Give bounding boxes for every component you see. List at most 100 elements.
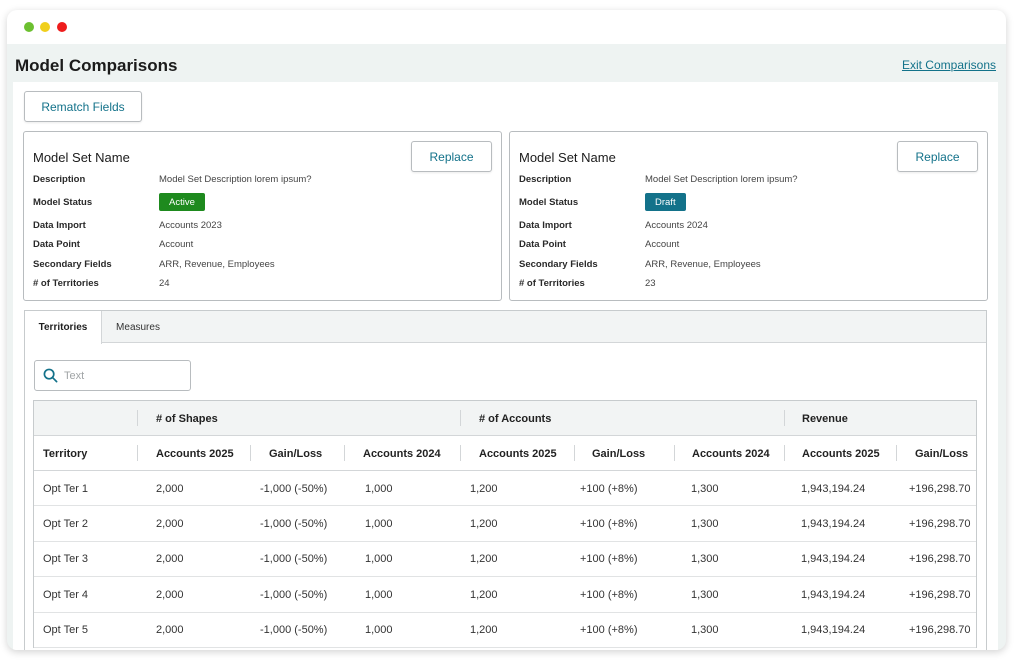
table-row[interactable]: Opt Ter 2 2,000 -1,000 (-50%) 1,000 1,200 +10… [34,506,976,542]
rematch-fields-button[interactable]: Rematch Fields [24,91,142,122]
cell-gain-loss: -1,000 (-50%) [260,517,328,530]
cell-value: 1,943,194.24 [801,517,866,530]
column-header-territory[interactable]: Territory [43,447,88,460]
table-row[interactable]: Opt Ter 4 2,000 -1,000 (-50%) 1,000 1,200 +10… [34,577,976,613]
cell-gain-loss: -1,000 (-50%) [260,482,328,495]
table-row[interactable]: Opt Ter 3 2,000 -1,000 (-50%) 1,000 1,200 +10… [34,542,976,578]
field-value: Account [159,238,194,250]
cell-value: 2,000 [156,517,184,530]
column-header[interactable]: Accounts 2024 [692,447,770,460]
field-label: Secondary Fields [33,258,112,270]
field-row-description: Description Model Set Description lorem … [519,172,798,186]
column-header[interactable]: Accounts 2025 [479,447,557,460]
field-label: Data Point [33,238,80,250]
cell-territory: Opt Ter 5 [43,624,89,637]
cell-value: 1,200 [470,553,498,566]
field-row-data-point: Data Point Account [33,237,193,251]
search-box[interactable] [34,360,191,391]
model-card-2: Model Set Name Replace Description Model… [509,131,988,301]
table-row[interactable]: Opt Ter 5 2,000 -1,000 (-50%) 1,000 1,200 +10… [34,613,976,648]
column-divider [344,445,345,461]
tab-territories[interactable]: Territories [25,311,102,344]
exit-comparisons-link[interactable]: Exit Comparisons [901,58,996,72]
column-divider [460,410,461,426]
field-label: Secondary Fields [519,258,598,270]
cell-value: 1,300 [691,624,719,637]
tab-measures[interactable]: Measures [116,321,160,333]
column-header[interactable]: Accounts 2024 [363,447,441,460]
model-name: Model Set Name [33,150,130,165]
field-value: 24 [159,277,170,289]
table-group-header: # of Shapes # of Accounts Revenue [34,401,976,436]
cell-territory: Opt Ter 3 [43,553,89,566]
field-value: Model Set Description lorem ipsum? [645,173,798,185]
cell-gain-loss: +100 (+8%) [580,553,638,566]
field-row-description: Description Model Set Description lorem … [33,172,312,186]
cell-value: 1,943,194.24 [801,553,866,566]
replace-button[interactable]: Replace [897,141,978,172]
cell-value: 1,943,194.24 [801,588,866,601]
column-header[interactable]: Gain/Loss [269,447,323,460]
cell-value: 2,000 [156,624,184,637]
close-dot-icon[interactable] [57,22,67,32]
table-column-header: Territory Accounts 2025 Gain/Loss Accoun… [34,436,976,471]
cell-territory: Opt Ter 4 [43,588,89,601]
column-divider [250,445,251,461]
field-label: Model Status [519,196,579,208]
cell-gain-loss: -1,000 (-50%) [260,624,328,637]
maximize-dot-icon[interactable] [24,22,34,32]
group-header-accounts: # of Accounts [479,412,552,425]
cell-value: 1,200 [470,624,498,637]
field-value: Accounts 2024 [645,219,708,231]
column-divider [784,445,785,461]
cell-gain-loss: +196,298.70 [909,517,971,530]
model-card-1: Model Set Name Replace Description Model… [23,131,502,301]
field-row-territories: # of Territories 23 [519,276,656,290]
cell-value: 1,943,194.24 [801,624,866,637]
field-row-data-import: Data Import Accounts 2023 [33,218,222,232]
cell-value: 1,000 [365,482,393,495]
cell-gain-loss: -1,000 (-50%) [260,553,328,566]
model-name: Model Set Name [519,150,616,165]
main-content: Rematch Fields Model Set Name Replace De… [13,82,998,650]
field-label: Description [33,173,86,185]
cell-gain-loss: +196,298.70 [909,588,971,601]
table-row[interactable]: Opt Ter 1 2,000 -1,000 (-50%) 1,000 1,200 +10… [34,471,976,507]
cell-value: 1,000 [365,517,393,530]
field-value: Model Set Description lorem ipsum? [159,173,312,185]
field-label: Description [519,173,572,185]
cell-value: 1,000 [365,588,393,601]
cell-value: 1,200 [470,482,498,495]
status-badge: Active [159,193,205,211]
field-row-secondary-fields: Secondary Fields ARR, Revenue, Employees [519,257,761,271]
replace-button[interactable]: Replace [411,141,492,172]
field-value: Account [645,238,680,250]
cell-gain-loss: -1,000 (-50%) [260,588,328,601]
search-input[interactable] [64,369,174,382]
cell-value: 2,000 [156,588,184,601]
cell-value: 1,200 [470,588,498,601]
cell-value: 1,943,194.24 [801,482,866,495]
cell-value: 1,300 [691,588,719,601]
column-header[interactable]: Accounts 2025 [802,447,880,460]
search-icon [43,368,58,383]
cell-gain-loss: +196,298.70 [909,482,971,495]
cell-gain-loss: +100 (+8%) [580,482,638,495]
column-divider [896,445,897,461]
column-header[interactable]: Gain/Loss [592,447,646,460]
field-label: Model Status [33,196,93,208]
field-label: # of Territories [519,277,585,289]
column-header[interactable]: Gain/Loss [915,447,969,460]
cell-value: 1,000 [365,624,393,637]
field-value: ARR, Revenue, Employees [159,258,275,270]
cell-gain-loss: +196,298.70 [909,624,971,637]
field-row-status: Model Status Active [33,193,205,211]
page-title: Model Comparisons [15,56,178,75]
column-header[interactable]: Accounts 2025 [156,447,234,460]
minimize-dot-icon[interactable] [40,22,50,32]
cell-gain-loss: +196,298.70 [909,553,971,566]
cell-gain-loss: +100 (+8%) [580,624,638,637]
cell-territory: Opt Ter 1 [43,482,89,495]
field-label: # of Territories [33,277,99,289]
table-body: Opt Ter 1 2,000 -1,000 (-50%) 1,000 1,200 +10… [34,471,976,648]
